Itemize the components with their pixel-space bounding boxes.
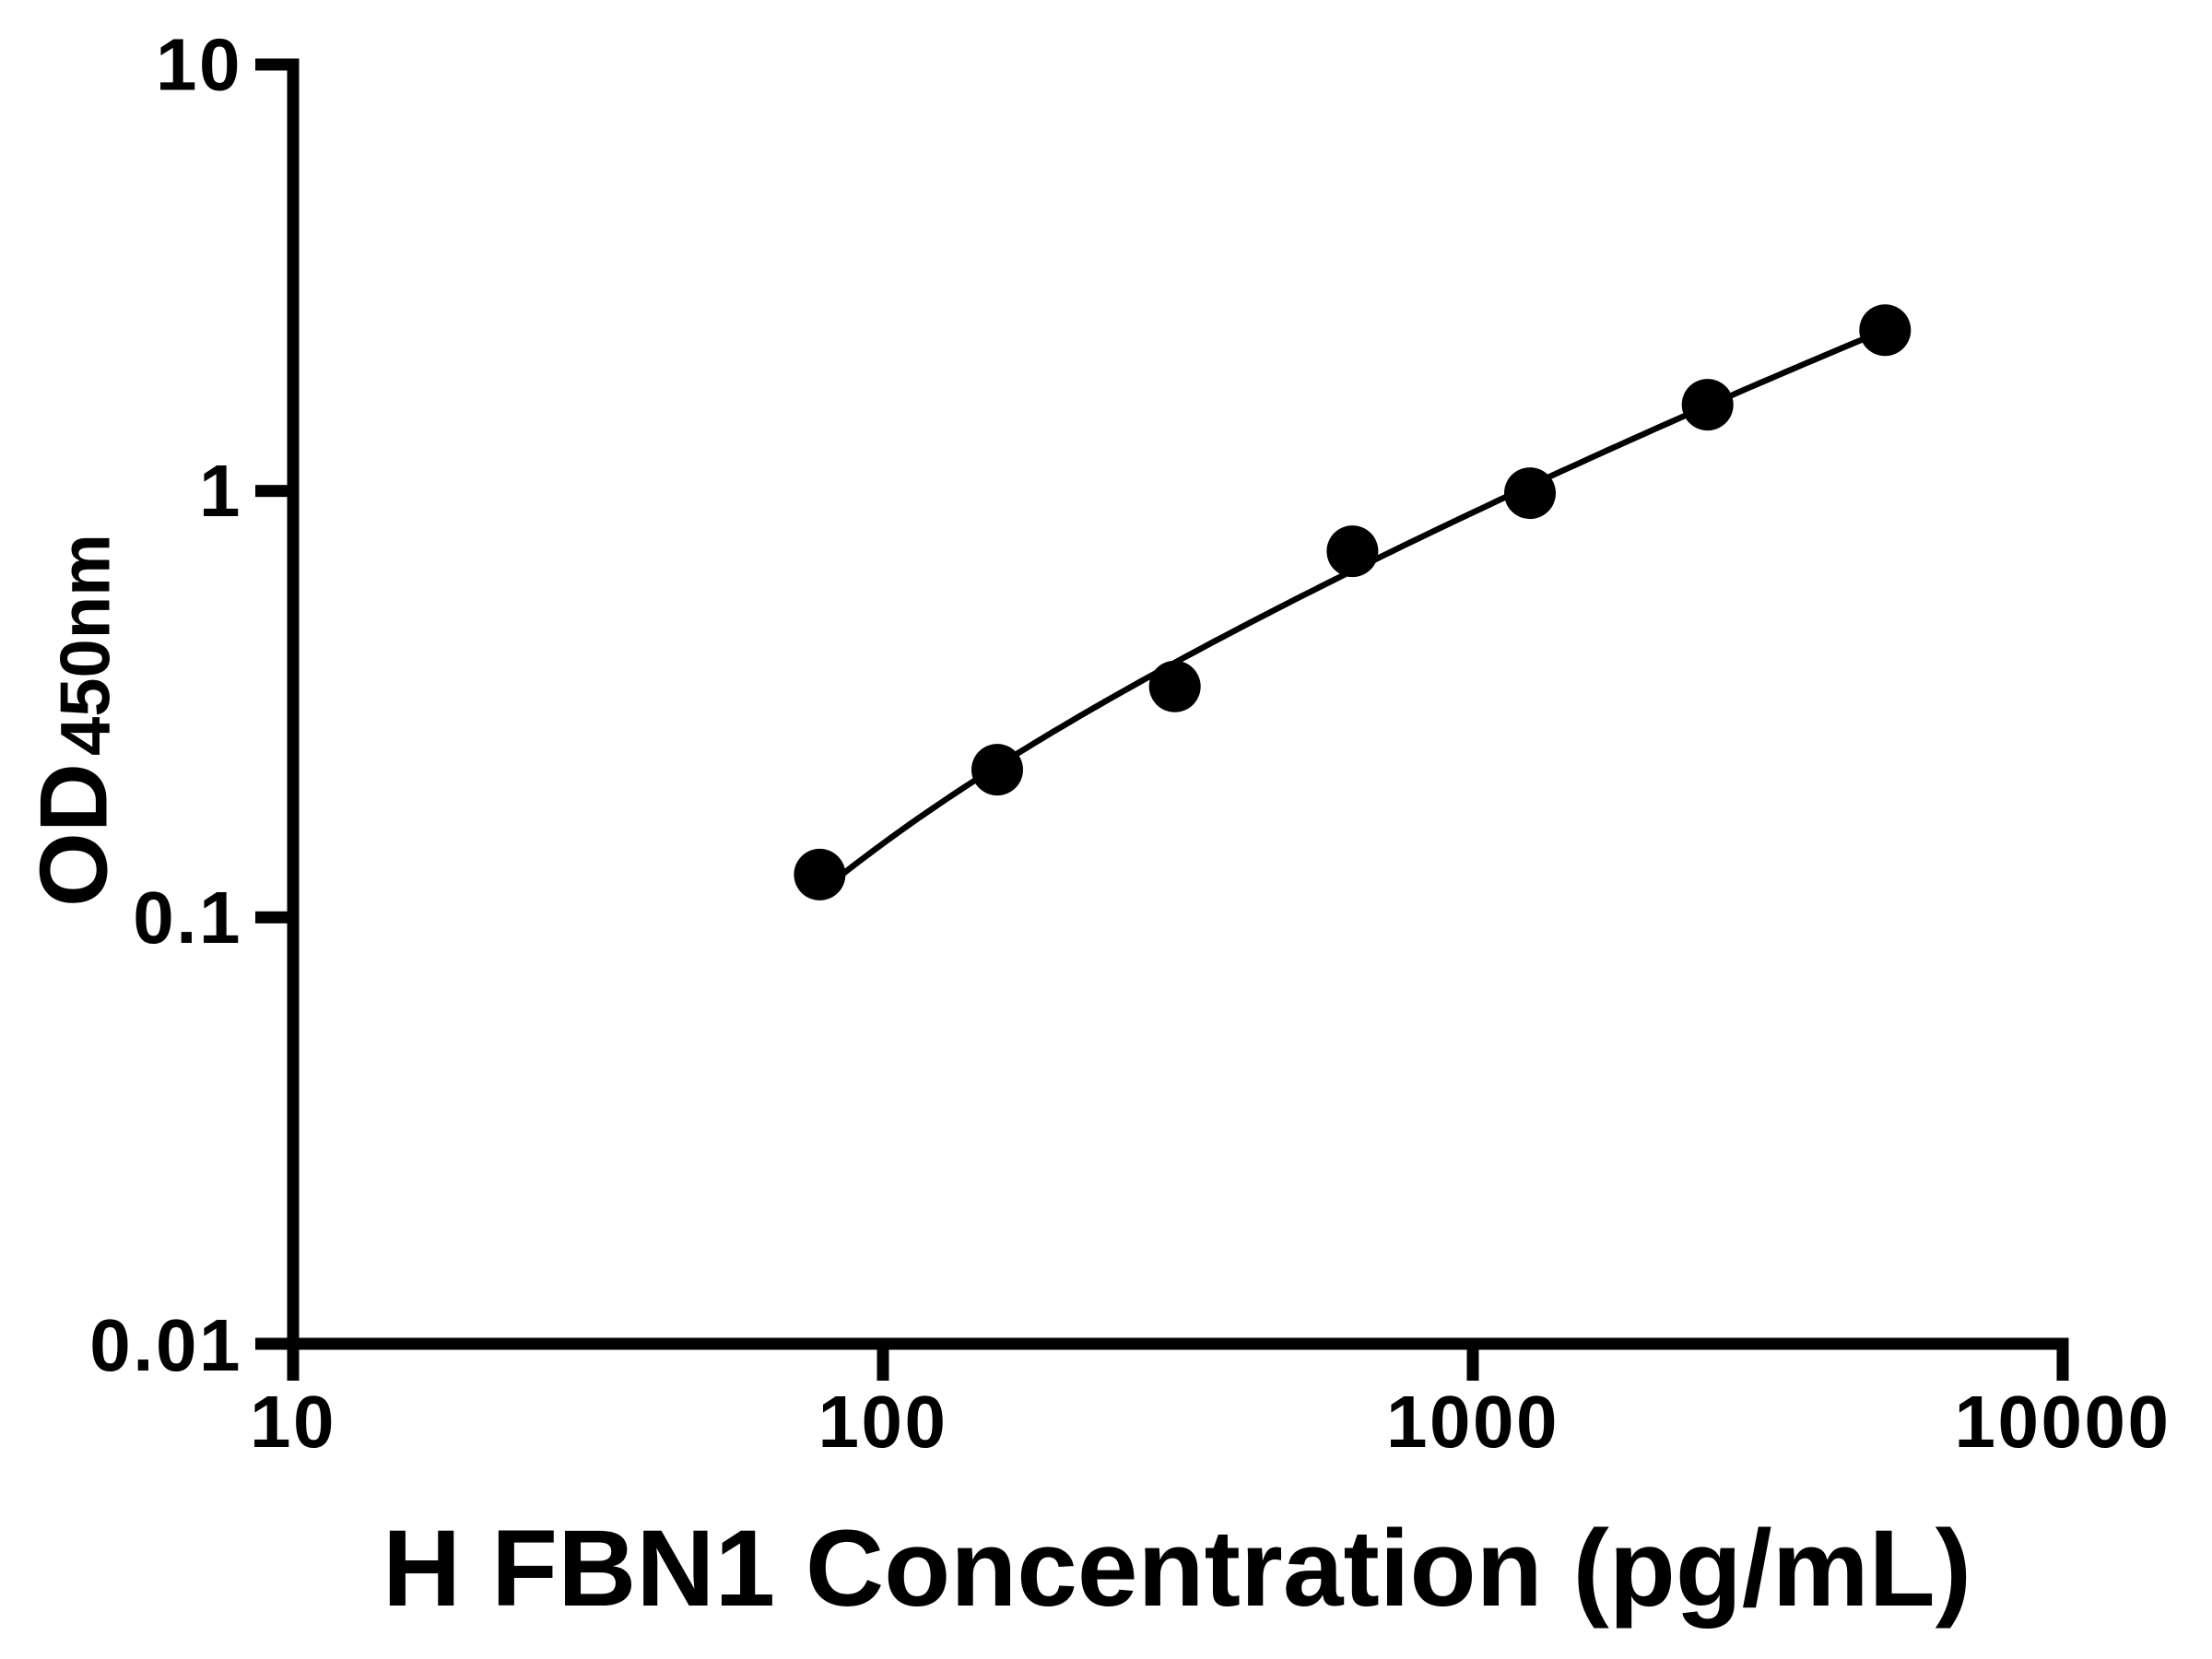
svg-text:0.1: 0.1 [133, 877, 242, 959]
svg-text:10000: 10000 [1955, 1381, 2171, 1463]
svg-text:0.01: 0.01 [89, 1304, 242, 1386]
svg-text:10: 10 [250, 1381, 336, 1463]
svg-text:H FBN1 Concentration (pg/mL): H FBN1 Concentration (pg/mL) [382, 1508, 1971, 1630]
svg-text:10: 10 [156, 24, 242, 106]
svg-text:1: 1 [199, 450, 242, 532]
svg-text:100: 100 [818, 1381, 948, 1463]
svg-text:OD450nm: OD450nm [21, 534, 128, 907]
svg-text:1000: 1000 [1386, 1381, 1559, 1463]
